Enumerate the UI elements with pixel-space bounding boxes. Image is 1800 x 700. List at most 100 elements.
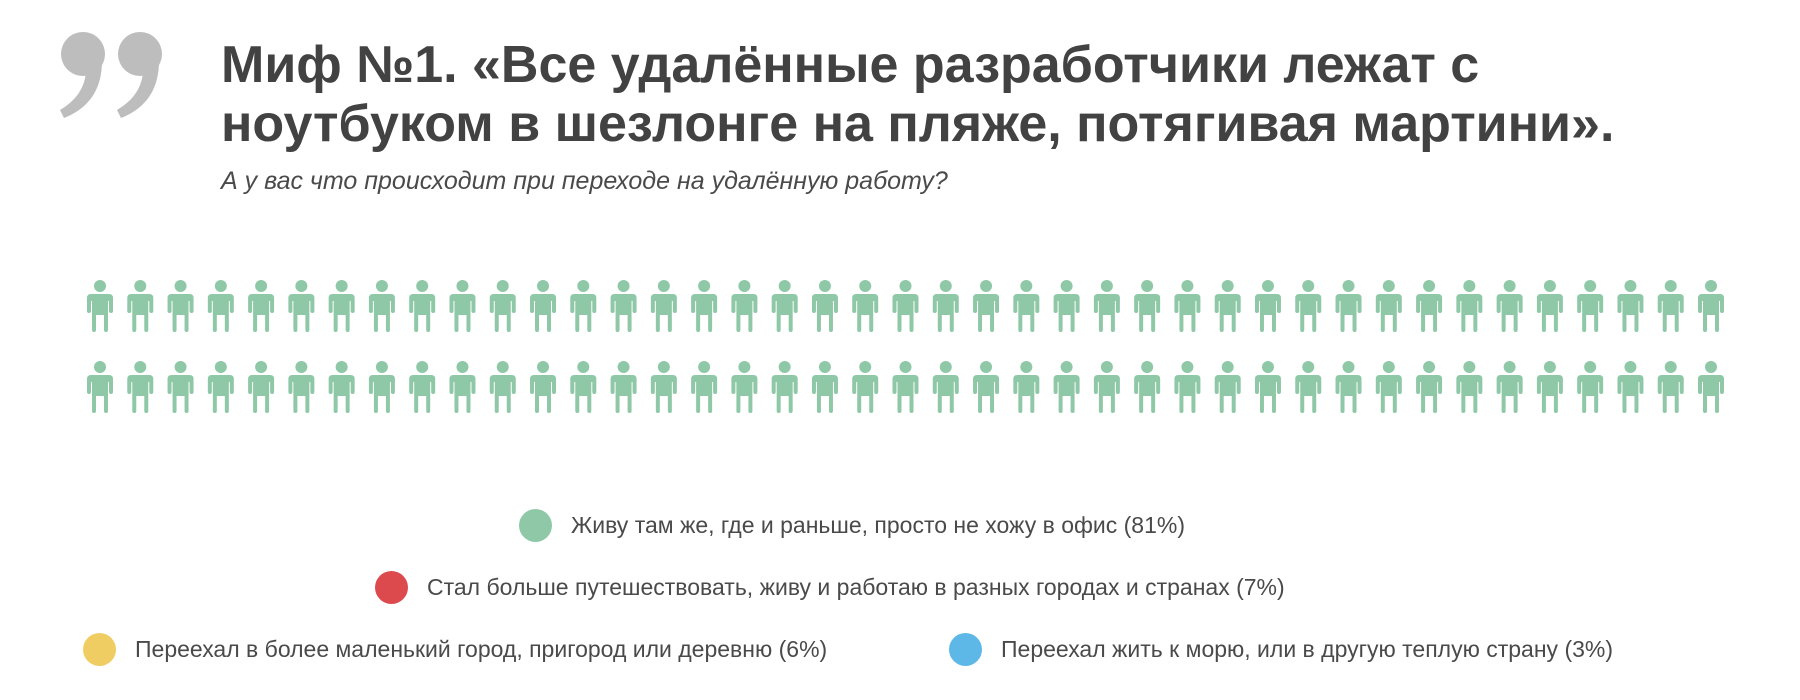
legend-row-1: Живу там же, где и раньше, просто не хож… — [0, 505, 1800, 545]
person-icon — [650, 280, 677, 332]
person-icon — [1335, 280, 1362, 332]
person-icon — [288, 280, 315, 332]
legend-dot-red — [375, 570, 408, 604]
title-line-1: Миф №1. «Все удалённые разработчики лежа… — [221, 36, 1480, 94]
person-icon — [1335, 361, 1362, 413]
person-icon — [449, 361, 476, 413]
legend-label: Переехал в более маленький город, пригор… — [135, 635, 828, 662]
person-icon — [530, 280, 557, 332]
person-icon — [1295, 361, 1322, 413]
person-icon — [1577, 280, 1604, 332]
person-icon — [1536, 361, 1563, 413]
person-icon — [248, 361, 275, 413]
person-icon — [1416, 280, 1443, 332]
person-icon — [771, 280, 798, 332]
person-icon — [368, 280, 395, 332]
person-icon — [1013, 280, 1040, 332]
page-title: Миф №1. «Все удалённые разработчики лежа… — [221, 36, 1781, 154]
person-icon — [1456, 280, 1483, 332]
person-icon — [1093, 361, 1120, 413]
person-icon — [852, 280, 879, 332]
person-icon — [771, 361, 798, 413]
person-icon — [207, 280, 234, 332]
person-icon — [1174, 361, 1201, 413]
person-icon — [1214, 280, 1241, 332]
person-icon — [1214, 361, 1241, 413]
person-icon — [650, 361, 677, 413]
person-icon — [852, 361, 879, 413]
person-icon — [1375, 361, 1402, 413]
person-icon — [973, 361, 1000, 413]
person-icon — [368, 361, 395, 413]
person-icon — [1053, 280, 1080, 332]
legend-item-sea: Переехал жить к морю, или в другую теплу… — [949, 629, 1613, 669]
person-icon — [1617, 280, 1644, 332]
person-icon — [1536, 280, 1563, 332]
person-icon — [1053, 361, 1080, 413]
person-icon — [1617, 361, 1644, 413]
pictogram-chart — [87, 280, 1724, 413]
quote-mark-icon — [60, 32, 162, 118]
person-icon — [892, 361, 919, 413]
person-icon — [207, 361, 234, 413]
person-icon — [1254, 280, 1281, 332]
legend-row-3: Переехал в более маленький город, пригор… — [0, 629, 1800, 669]
person-icon — [973, 280, 1000, 332]
legend-dot-yellow — [83, 632, 116, 666]
person-icon — [1093, 280, 1120, 332]
person-icon — [127, 361, 154, 413]
person-icon — [489, 280, 516, 332]
legend-label: Переехал жить к морю, или в другую теплу… — [1001, 635, 1614, 662]
person-icon — [610, 361, 637, 413]
person-icon — [932, 361, 959, 413]
legend-dot-blue — [949, 632, 982, 666]
person-icon — [892, 280, 919, 332]
person-icon — [811, 361, 838, 413]
title-line-2: ноутбуком в шезлонге на пляже, потягивая… — [221, 95, 1615, 153]
person-icon — [328, 361, 355, 413]
person-icon — [87, 280, 113, 332]
person-icon — [1456, 361, 1483, 413]
person-icon — [1134, 361, 1161, 413]
person-icon — [248, 280, 275, 332]
person-icon — [449, 280, 476, 332]
person-icon — [1174, 280, 1201, 332]
person-icon — [489, 361, 516, 413]
person-icon — [409, 280, 436, 332]
person-icon — [731, 280, 758, 332]
person-icon — [1496, 280, 1523, 332]
person-icon — [409, 361, 436, 413]
legend-item-smaller-town: Переехал в более маленький город, пригор… — [83, 629, 827, 669]
person-icon — [1577, 361, 1604, 413]
person-icon — [1657, 361, 1684, 413]
person-icon — [691, 280, 718, 332]
person-icon — [87, 361, 113, 413]
person-icon — [1134, 280, 1161, 332]
person-icon — [932, 280, 959, 332]
legend-dot-green — [519, 508, 552, 542]
person-icon — [167, 280, 194, 332]
person-icon — [1013, 361, 1040, 413]
person-icon — [1254, 361, 1281, 413]
legend-item-same-place: Живу там же, где и раньше, просто не хож… — [519, 505, 1185, 545]
person-icon — [610, 280, 637, 332]
person-icon — [731, 361, 758, 413]
person-icon — [530, 361, 557, 413]
person-icon — [127, 280, 154, 332]
person-icon — [1416, 361, 1443, 413]
person-icon — [570, 361, 597, 413]
legend-label: Стал больше путешествовать, живу и работ… — [427, 573, 1285, 600]
legend-item-travel-more: Стал больше путешествовать, живу и работ… — [375, 567, 1285, 607]
person-icon — [328, 280, 355, 332]
person-icon — [691, 361, 718, 413]
page-subtitle: А у вас что происходит при переходе на у… — [221, 167, 948, 195]
person-icon — [1375, 280, 1402, 332]
legend-label: Живу там же, где и раньше, просто не хож… — [571, 511, 1186, 538]
person-icon — [1698, 280, 1724, 332]
person-icon — [570, 280, 597, 332]
person-icon — [1698, 361, 1724, 413]
person-icon — [1496, 361, 1523, 413]
person-icon — [288, 361, 315, 413]
person-icon — [811, 280, 838, 332]
legend-row-2: Стал больше путешествовать, живу и работ… — [0, 567, 1800, 607]
